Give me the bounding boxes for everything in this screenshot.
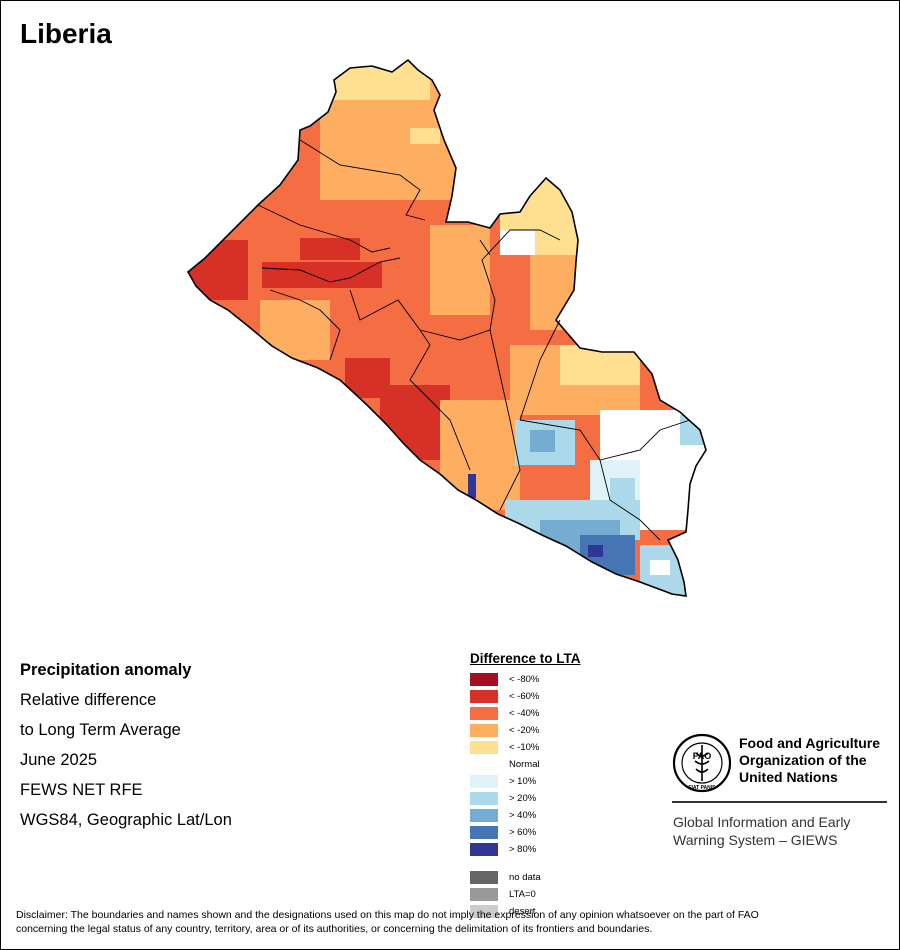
legend-swatch	[470, 690, 498, 703]
legend-label: > 10%	[509, 776, 537, 787]
legend-label: < -40%	[509, 708, 540, 719]
legend-wet-classes: > 10% > 20% > 40% > 60% > 80%	[470, 773, 581, 858]
legend-swatch	[470, 673, 498, 686]
anomaly-area-east-mid	[530, 250, 580, 330]
legend-swatch	[470, 888, 498, 901]
legend-other-item: LTA=0	[470, 886, 581, 903]
legend-normal: Normal	[509, 759, 540, 770]
fao-logo-motto: FIAT PANIS	[688, 785, 716, 791]
info-projection: WGS84, Geographic Lat/Lon	[20, 811, 232, 829]
legend-label: no data	[509, 872, 541, 883]
legend-wet-item: > 10%	[470, 773, 581, 790]
legend-label: LTA=0	[509, 889, 536, 900]
info-line: Relative difference	[20, 691, 157, 709]
anomaly-cell	[650, 560, 670, 575]
legend-swatch	[470, 775, 498, 788]
legend-label: < -80%	[509, 674, 540, 685]
fao-divider	[672, 801, 887, 803]
legend-wet-item: > 60%	[470, 824, 581, 841]
anomaly-cell	[530, 430, 555, 452]
legend-dry-item: < -10%	[470, 739, 581, 756]
legend-label: > 80%	[509, 844, 537, 855]
legend-other-item: desert	[470, 903, 581, 920]
legend-swatch	[470, 741, 498, 754]
legend-label: desert	[509, 906, 536, 917]
anomaly-cell	[680, 415, 705, 445]
legend-swatch	[470, 905, 498, 918]
county-boundaries	[257, 139, 691, 541]
disclaimer: Disclaimer: The boundaries and names sho…	[16, 908, 886, 936]
anomaly-cell	[300, 238, 360, 260]
giews-line: Global Information and Early	[673, 814, 851, 830]
anomaly-area-central-south	[380, 385, 450, 460]
anomaly-raster	[188, 60, 706, 596]
legend-wet-item: > 80%	[470, 841, 581, 858]
legend-dry-item: < -80%	[470, 671, 581, 688]
legend-label: > 20%	[509, 793, 537, 804]
fao-logo-text: FAO	[693, 751, 712, 761]
legend-wet-item: > 40%	[470, 807, 581, 824]
anomaly-cell	[610, 478, 635, 503]
legend-swatch	[470, 707, 498, 720]
legend-other-item: no data	[470, 869, 581, 886]
map-info: Precipitation anomaly Relative differenc…	[20, 655, 232, 835]
anomaly-area-nw-band	[262, 262, 382, 288]
legend-label: > 40%	[509, 810, 537, 821]
map-title: Liberia	[20, 18, 112, 49]
anomaly-area-center-east	[430, 225, 490, 315]
anomaly-cell	[410, 128, 440, 144]
anomaly-cell	[588, 545, 603, 557]
legend-swatch	[470, 724, 498, 737]
fao-logo: FAO FIAT PANIS	[672, 733, 732, 793]
legend-dry-item: < -20%	[470, 722, 581, 739]
giews-line: Warning System – GIEWS	[673, 832, 838, 848]
map-area	[187, 59, 707, 597]
legend-label: > 60%	[509, 827, 537, 838]
legend-swatch	[470, 871, 498, 884]
disclaimer-line: Disclaimer: The boundaries and names sho…	[16, 909, 759, 921]
anomaly-area-ne-normal	[500, 230, 535, 255]
legend-swatch	[470, 809, 498, 822]
anomaly-area-coast-west	[260, 300, 330, 360]
info-line: to Long Term Average	[20, 721, 181, 739]
fao-name: Food and Agriculture Organization of the…	[739, 735, 880, 786]
legend-title: Difference to LTA	[470, 651, 581, 666]
info-date: June 2025	[20, 751, 98, 769]
fao-name-line: Organization of the	[739, 752, 867, 768]
legend-label: < -20%	[509, 725, 540, 736]
anomaly-cell	[468, 474, 476, 498]
legend-label: < -10%	[509, 742, 540, 753]
legend-swatch	[470, 843, 498, 856]
legend-dry-classes: < -80% < -60% < -40% < -20% < -10%	[470, 671, 581, 756]
fao-name-line: Food and Agriculture	[739, 735, 881, 751]
legend-swatch	[470, 792, 498, 805]
legend-dry-item: < -60%	[470, 688, 581, 705]
legend-swatch	[470, 826, 498, 839]
disclaimer-line: concerning the legal status of any count…	[16, 923, 653, 935]
anomaly-area-nw	[188, 240, 248, 300]
legend-label: < -60%	[509, 691, 540, 702]
legend-other-classes: no data LTA=0 desert	[470, 869, 581, 920]
giews-name: Global Information and Early Warning Sys…	[673, 813, 850, 849]
info-title: Precipitation anomaly	[20, 661, 192, 679]
legend: Difference to LTA < -80% < -60% < -40% < -2…	[470, 651, 581, 920]
legend-dry-item: < -40%	[470, 705, 581, 722]
legend-wet-item: > 20%	[470, 790, 581, 807]
fao-name-line: United Nations	[739, 769, 838, 785]
info-source: FEWS NET RFE	[20, 781, 143, 799]
